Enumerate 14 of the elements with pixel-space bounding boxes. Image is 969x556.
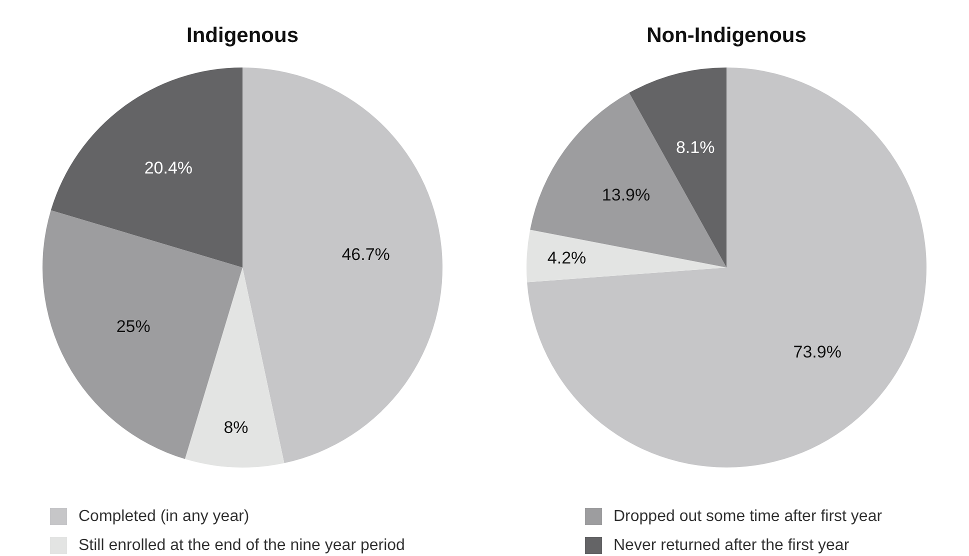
data-label: 8.1%: [676, 138, 715, 157]
data-label: 4.2%: [547, 248, 586, 268]
data-label: 8%: [224, 418, 248, 437]
legend-label: Dropped out some time after first year: [614, 508, 883, 525]
chart-title: Non-Indigenous: [646, 24, 806, 47]
legend-label: Completed (in any year): [78, 508, 250, 525]
data-label: 25%: [116, 316, 150, 336]
data-label: 46.7%: [342, 244, 390, 264]
data-label: 13.9%: [602, 185, 650, 204]
legend-label: Still enrolled at the end of the nine year period: [78, 537, 405, 554]
legend-label: Never returned after the first year: [614, 537, 850, 554]
chart-title: Indigenous: [186, 24, 299, 47]
data-label: 20.4%: [144, 158, 193, 178]
data-label: 73.9%: [793, 342, 842, 362]
